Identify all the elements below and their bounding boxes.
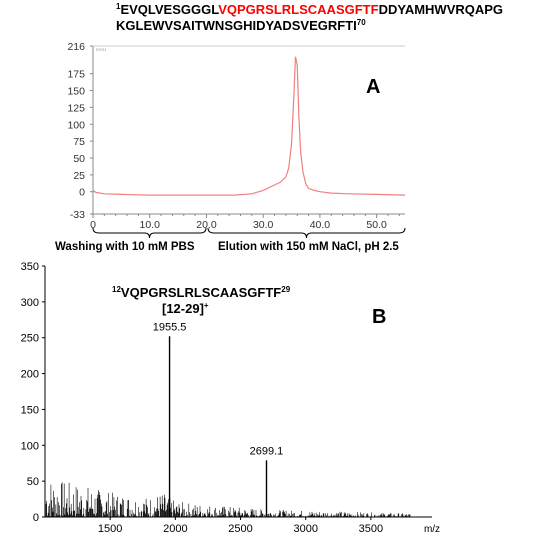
sequence-line-1: 1EVQLVESGGGLVQPGRSLRLSCAASGFTFDDYAMHWVRQ… — [116, 2, 504, 17]
x-tick-label: 3000 — [293, 523, 317, 535]
washing-brace — [92, 227, 207, 239]
x-tick-label: 0 — [90, 219, 96, 231]
y-tick-label: 300 — [21, 297, 39, 309]
x-tick-label: 3500 — [359, 523, 383, 535]
elution-label: Elution with 150 mM NaCl, pH 2.5 — [218, 241, 399, 253]
mass-spectrum-chart: 0 50 100 150 200 250 300 350 1500 2000 2500 3000 350… — [21, 261, 440, 535]
x-tick-label: 2500 — [228, 523, 252, 535]
y-tick-label: 0 — [33, 512, 39, 524]
y-tick-label: 100 — [67, 119, 85, 131]
peak-label: 1955.5 — [153, 321, 187, 333]
panel-a-label: A — [366, 76, 381, 98]
y-tick-label: 0 — [79, 187, 85, 199]
washing-label: Washing with 10 mM PBS — [55, 241, 195, 253]
x-tick-label: 2000 — [163, 523, 187, 535]
y-tick-label: 150 — [21, 404, 39, 416]
x-tick-label: 40.0 — [310, 219, 331, 231]
unit-label: mAU — [96, 47, 106, 52]
x-axis-label: m/z — [424, 524, 440, 535]
panel-b-label: B — [372, 306, 387, 328]
elution-brace — [207, 227, 406, 239]
highlighted-peptide: VQPGRSLRLSCAASGFTF — [218, 2, 379, 17]
y-tick-label: 25 — [73, 170, 85, 182]
y-tick-label: -33 — [70, 209, 85, 221]
y-tick-label: 50 — [73, 153, 85, 165]
x-tick-label: 10.0 — [140, 219, 161, 231]
y-tick-label: 150 — [67, 86, 85, 98]
spectrum-baseline-noise — [45, 482, 411, 517]
peptide-annotation: 12VQPGRSLRLSCAASGFTF29 — [112, 285, 291, 300]
y-tick-label: 200 — [21, 369, 39, 381]
y-tick-label: 175 — [67, 69, 85, 81]
x-tick-label: 30.0 — [253, 219, 274, 231]
ion-annotation: [12-29]+ — [162, 301, 209, 316]
x-tick-label: 50.0 — [366, 219, 387, 231]
y-tick-label: 75 — [73, 136, 85, 148]
x-tick-label: 20.0 — [196, 219, 217, 231]
chromatogram-chart: 216 175 150 125 100 75 50 25 0 -33 0 10.0 20.0 30.0 40… — [67, 41, 406, 239]
sequence-line-2: KGLEWVSAITWNSGHIDYADSVEGRFTI70 — [116, 18, 366, 33]
x-tick-label: 1500 — [98, 523, 122, 535]
y-tick-label: 125 — [67, 102, 85, 114]
y-tick-label: 250 — [21, 333, 39, 345]
y-tick-label: 100 — [21, 440, 39, 452]
peak-label: 2699.1 — [250, 445, 284, 457]
y-tick-label: 350 — [21, 261, 39, 273]
y-tick-label: 50 — [27, 476, 39, 488]
chromatogram-trace — [92, 56, 406, 196]
y-tick-label: 216 — [67, 41, 85, 53]
